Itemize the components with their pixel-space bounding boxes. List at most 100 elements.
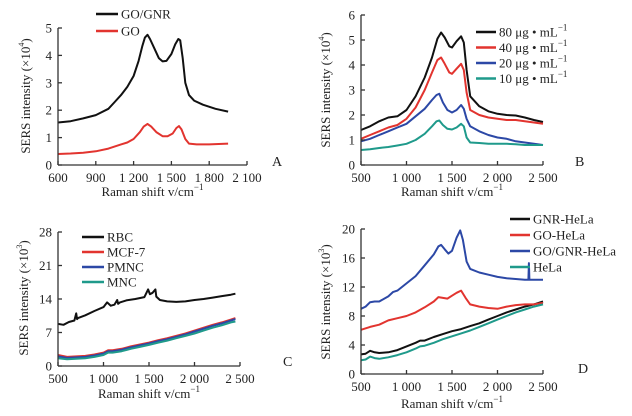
y-tick-label: 28 xyxy=(39,225,52,240)
legend-label: GO/GNR xyxy=(121,7,171,22)
y-axis-title-sup: 4 xyxy=(317,37,326,41)
panel-d: 500 1 000 1 500 2 000 2 500 0 4 8 12 16 20 Raman sh… xyxy=(317,212,616,412)
panel-letter: C xyxy=(283,355,292,370)
legend-label-text: GO/GNR-HeLa xyxy=(533,244,616,259)
x-tick-label: 1 800 xyxy=(195,170,224,185)
y-axis-title-sup: 4 xyxy=(17,43,26,47)
y-axis-title-end: ) xyxy=(318,32,333,36)
x-tick-label: 2 500 xyxy=(528,379,557,394)
x-tick-label: 600 xyxy=(48,170,68,185)
x-tick-label: 1 500 xyxy=(437,170,466,185)
legend-label: MCF-7 xyxy=(107,245,146,260)
y-tick-label: 21 xyxy=(39,258,52,273)
panel-letter: B xyxy=(575,155,584,170)
legend-label-text: GO xyxy=(121,24,140,39)
y-axis-title-text: SERS intensity (×10 xyxy=(16,249,31,356)
legend: GO/GNR GO xyxy=(96,7,171,39)
legend-label-text: PMNC xyxy=(107,260,144,275)
x-tick-label: 1 000 xyxy=(89,371,118,386)
x-axis-title-sup: −1 xyxy=(190,384,200,394)
legend-label-text: MCF-7 xyxy=(107,245,146,260)
panel-c: 500 1 000 1 500 2 000 2 500 0 7 14 21 28 Raman shi… xyxy=(15,225,292,402)
panel-a: 600 900 1 200 1 500 1 800 2 100 0 1 2 3 4 5 Raman sh… xyxy=(17,7,283,200)
x-tick-label: 2 500 xyxy=(528,170,557,185)
y-tick-label: 4 xyxy=(46,48,53,63)
y-tick-label: 4 xyxy=(349,338,356,353)
legend-label-text: GO-HeLa xyxy=(533,228,585,243)
y-axis-title-end: ) xyxy=(18,38,33,42)
legend-label: GO-HeLa xyxy=(533,228,585,243)
x-tick-label: 2 100 xyxy=(232,170,261,185)
y-tick-label: 0 xyxy=(349,158,356,173)
x-tick-label: 1 200 xyxy=(119,170,148,185)
panel-letter: A xyxy=(272,155,283,170)
legend-label: GO xyxy=(121,24,140,39)
y-tick-label: 7 xyxy=(46,325,53,340)
legend-label-text: GNR-HeLa xyxy=(533,212,594,227)
legend-label: PMNC xyxy=(107,260,144,275)
legend-label: 40 μg • mL−1 xyxy=(499,38,567,55)
x-tick-label: 2 000 xyxy=(180,371,209,386)
y-axis-title-end: ) xyxy=(16,240,31,244)
x-tick-label: 2 500 xyxy=(225,371,254,386)
legend-label-text: 80 μg • mL xyxy=(499,25,558,40)
x-axis-title-text: Raman shift v/cm xyxy=(98,386,190,401)
legend-label: GNR-HeLa xyxy=(533,212,594,227)
legend-label-sup: −1 xyxy=(558,23,568,33)
series-line-pmnc xyxy=(57,318,236,359)
series-line-mnc xyxy=(57,320,236,361)
legend-label-sup: −1 xyxy=(558,38,568,48)
x-tick-label: 2 000 xyxy=(483,170,512,185)
legend-label: 80 μg • mL−1 xyxy=(499,23,567,40)
legend-label: 20 μg • mL−1 xyxy=(499,54,567,71)
y-tick-label: 3 xyxy=(349,83,356,98)
panel-b: 500 1 000 1 500 2 000 2 500 0 1 2 3 4 5 6 Raman shif… xyxy=(317,8,584,200)
y-tick-label: 5 xyxy=(46,21,53,36)
y-axis-title-sup: 3 xyxy=(317,249,326,253)
y-axis-title: SERS intensity (×103) xyxy=(317,244,333,359)
series-line-go-gnr xyxy=(57,33,229,124)
series-line-hela xyxy=(360,303,544,362)
y-tick-label: 0 xyxy=(46,158,53,173)
legend: 80 μg • mL−140 μg • mL−120 μg • mL−110 μ… xyxy=(476,23,567,86)
legend-label: HeLa xyxy=(533,260,562,275)
x-tick-label: 500 xyxy=(48,371,68,386)
legend-label-text: MNC xyxy=(107,275,137,290)
y-axis-title: SERS intensity (×103) xyxy=(15,240,31,355)
x-tick-label: 2 000 xyxy=(483,379,512,394)
series-line-go xyxy=(57,122,229,155)
y-tick-label: 14 xyxy=(39,292,53,307)
x-axis-title-text: Raman shift v/cm xyxy=(401,396,493,411)
series-line-20-g-ml xyxy=(360,92,544,146)
y-tick-label: 2 xyxy=(349,108,356,123)
y-tick-label: 4 xyxy=(349,58,356,73)
y-axis-title-end: ) xyxy=(318,244,333,248)
series-line-mcf-7 xyxy=(57,317,236,358)
y-axis-title-text: SERS intensity (×10 xyxy=(18,47,33,154)
legend-label-sup: −1 xyxy=(558,54,568,64)
legend-label: GO/GNR-HeLa xyxy=(533,244,616,259)
legend-label: 10 μg • mL−1 xyxy=(499,69,567,86)
x-axis-title: Raman shift v/cm−1 xyxy=(101,182,203,199)
series-line-go-hela xyxy=(360,289,544,331)
legend-label-text: GO/GNR xyxy=(121,7,171,22)
series-line-go-gnr-hela xyxy=(360,229,543,310)
series-line-gnr-hela xyxy=(360,300,544,356)
legend-label: MNC xyxy=(107,275,137,290)
x-tick-label: 1 500 xyxy=(437,379,466,394)
legend-label-text: 10 μg • mL xyxy=(499,71,558,86)
y-axis-title: SERS intensity (×104) xyxy=(317,32,333,147)
y-tick-label: 5 xyxy=(349,33,356,48)
y-tick-label: 3 xyxy=(46,75,53,90)
y-tick-label: 6 xyxy=(349,8,356,23)
x-tick-label: 500 xyxy=(351,379,371,394)
x-tick-label: 1 000 xyxy=(392,170,421,185)
x-axis-title-text: Raman shift v/cm xyxy=(101,184,193,199)
y-axis-title-sup: 3 xyxy=(15,245,24,249)
series-line-10-g-ml xyxy=(360,119,543,151)
series-line-40-g-ml xyxy=(360,56,544,140)
y-tick-label: 1 xyxy=(349,133,356,148)
x-axis-title: Raman shift v/cm−1 xyxy=(98,384,200,401)
